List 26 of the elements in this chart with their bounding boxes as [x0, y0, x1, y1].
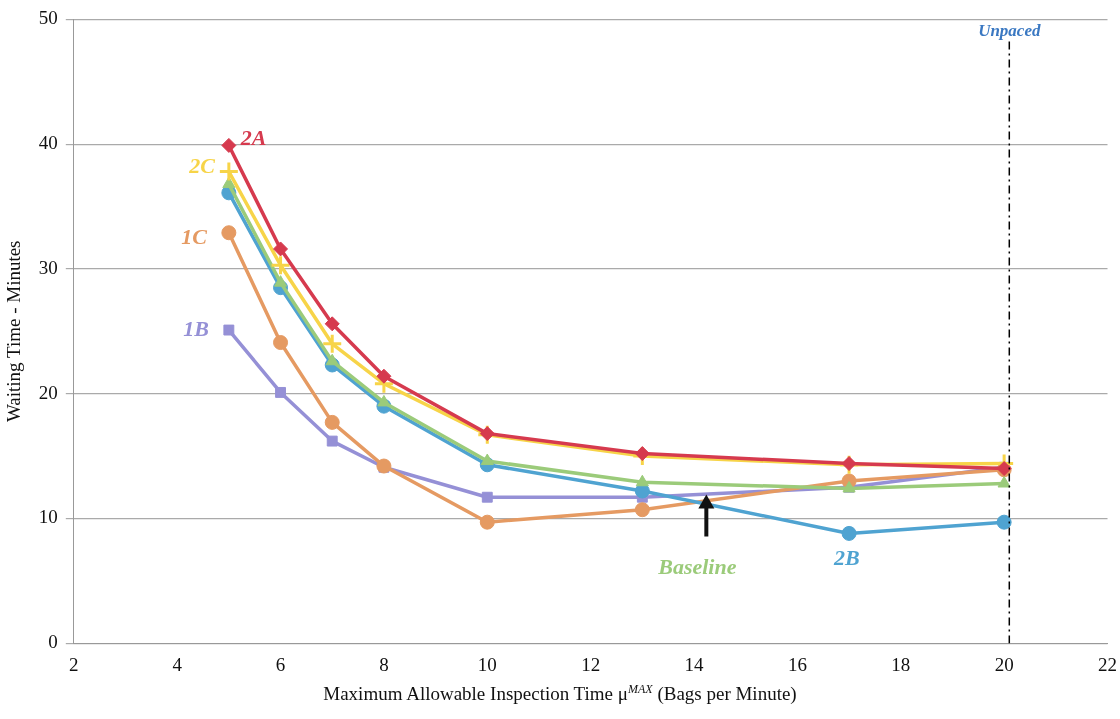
- y-tick-label: 0: [48, 631, 58, 653]
- x-tick-label: 2: [69, 653, 79, 675]
- x-tick-label: 14: [684, 653, 705, 675]
- y-tick-label: 40: [38, 132, 58, 154]
- y-tick-label: 20: [38, 381, 58, 403]
- y-tick-label: 10: [38, 506, 58, 528]
- series-label: 1B: [183, 315, 209, 341]
- ref-line-label: Unpaced: [978, 20, 1041, 40]
- x-tick-label: 18: [891, 653, 911, 675]
- x-tick-label: 6: [275, 653, 286, 675]
- x-tick-label: 4: [172, 653, 183, 675]
- x-tick-label: 22: [1098, 653, 1117, 675]
- series-label: 1C: [181, 224, 208, 250]
- text: Baseline: [657, 554, 737, 580]
- x-axis-title: Maximum Allowable Inspection Time μ$^{MAX}$ (Bags per Minute): [322, 682, 798, 706]
- series-label: 2A: [239, 125, 267, 151]
- x-tick-label: 20: [994, 653, 1014, 675]
- series-label: 2B: [833, 545, 860, 571]
- y-tick-label: 50: [38, 7, 58, 29]
- x-tick-label: 16: [787, 653, 807, 675]
- x-tick-label: 8: [379, 653, 389, 675]
- series-label: 2C: [188, 153, 216, 179]
- x-tick-label: 10: [477, 653, 497, 675]
- y-axis-title: Waiting Time - Minutes: [3, 240, 25, 423]
- y-tick-label: 30: [38, 256, 58, 278]
- x-tick-label: 12: [581, 653, 601, 675]
